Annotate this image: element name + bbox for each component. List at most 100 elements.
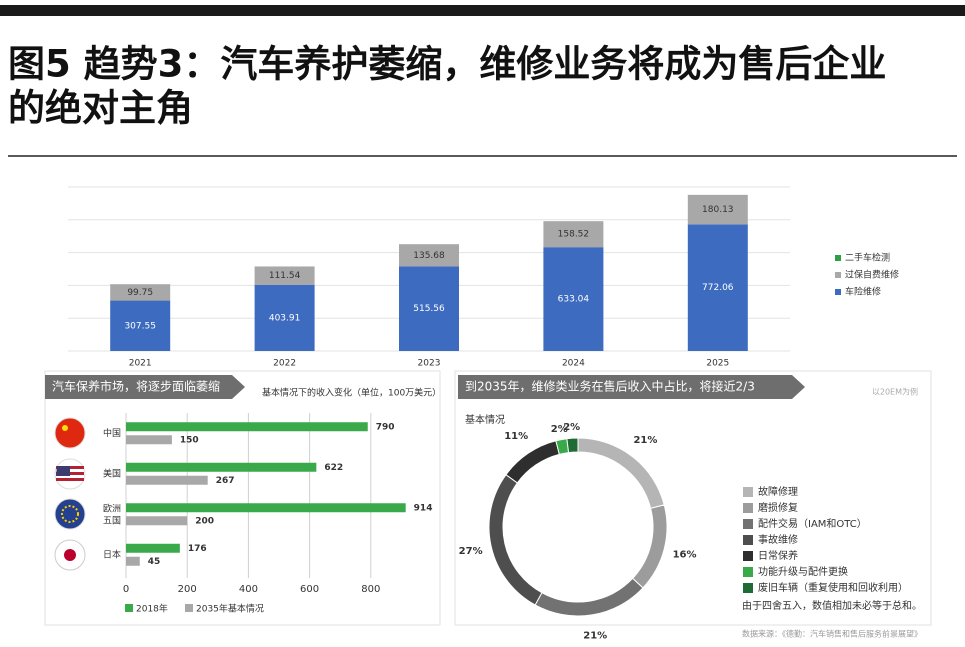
legend-label: 2035年基本情况 (196, 603, 264, 615)
panel-title: 汽车保养市场，将逐步面临萎缩 (52, 379, 220, 394)
panel (454, 370, 932, 626)
value-label: 403.91 (269, 313, 301, 323)
bar-segment (110, 300, 171, 351)
legend-label: 过保自费维修 (845, 269, 899, 281)
legend-swatch (743, 519, 753, 529)
corner-note: 以20EM为例 (872, 387, 918, 397)
legend-swatch (185, 604, 193, 612)
bar-segment (399, 244, 459, 267)
bar (126, 556, 140, 566)
bar-segment (543, 247, 604, 351)
value-label: 180.13 (702, 205, 734, 215)
legend-label: 磨损修复 (758, 501, 798, 514)
bar-segment (687, 224, 748, 351)
category-label: 美国 (103, 467, 121, 479)
flag (54, 498, 86, 530)
value-label: 21% (633, 435, 657, 446)
legend-label: 2018年 (136, 603, 168, 615)
legend-swatch (743, 583, 753, 593)
source: 数据来源：《德勤：汽车销售和售后服务前景展望》 (742, 629, 922, 639)
x-tick-label: 400 (239, 584, 258, 595)
bar-segment (543, 221, 604, 248)
bar-segment (254, 266, 315, 285)
value-label: 200 (195, 516, 214, 526)
bar (126, 435, 172, 445)
bar (126, 422, 368, 432)
value-label: 135.68 (413, 251, 445, 261)
category-label: 中国 (103, 427, 121, 439)
legend-label: 故障修理 (758, 485, 798, 498)
panel-title: 到2035年，维修类业务在售后收入中占比，将接近2/3 (465, 379, 755, 394)
value-label: 2% (551, 424, 568, 435)
legend-swatch (835, 272, 841, 278)
value-label: 633.04 (558, 295, 590, 305)
value-label: 2% (563, 422, 580, 433)
flag (54, 417, 86, 449)
flag (54, 539, 86, 571)
value-label: 914 (414, 503, 433, 513)
title-line: 图5 趋势3：汽车养护萎缩，维修业务将成为售后企业 (8, 43, 886, 86)
panel-header (45, 375, 245, 399)
legend-swatch (743, 535, 753, 545)
x-tick-label: 2023 (418, 359, 441, 369)
donut-segment (566, 437, 579, 454)
value-label: 21% (583, 631, 607, 642)
x-tick-label: 2025 (706, 359, 729, 369)
bar (126, 503, 406, 513)
legend-swatch (743, 503, 753, 513)
x-tick-label: 0 (123, 584, 129, 595)
x-tick-label: 2021 (129, 359, 152, 369)
legend-label: 二手车检测 (845, 252, 890, 264)
title-line: 的绝对主角 (8, 87, 193, 130)
legend-label: 车险维修 (845, 286, 881, 298)
value-label: 11% (504, 431, 528, 442)
legend-swatch (743, 487, 753, 497)
value-label: 27% (459, 546, 483, 557)
flag (54, 458, 86, 490)
x-tick-label: 600 (300, 584, 319, 595)
panel-header (458, 375, 805, 399)
value-label: 622 (324, 463, 343, 473)
legend-label: 事故维修 (758, 533, 798, 546)
category-label: 日本 (103, 548, 121, 560)
legend-label: 日常保养 (758, 549, 798, 562)
note: 由于四舍五入，数值相加未必等于总和。 (742, 599, 922, 612)
x-tick-label: 2024 (562, 359, 585, 369)
value-label: 267 (216, 476, 235, 486)
value-label: 772.06 (702, 283, 734, 293)
legend-swatch (835, 255, 841, 261)
bar-segment (110, 284, 171, 301)
value-label: 150 (180, 435, 199, 445)
value-label: 99.75 (127, 288, 153, 298)
panel-subtitle: 基本情况下的收入变化（单位，100万美元） (262, 387, 441, 399)
legend-label: 配件交易（IAM和OTC） (758, 517, 867, 530)
bar (126, 475, 208, 485)
bar-segment (687, 194, 748, 225)
value-label: 16% (673, 549, 697, 560)
panel (44, 370, 441, 626)
value-label: 176 (188, 544, 207, 554)
bar-segment (399, 266, 459, 351)
legend-swatch (743, 567, 753, 577)
legend-swatch (125, 604, 133, 612)
value-label: 790 (376, 422, 395, 432)
value-label: 307.55 (124, 321, 156, 331)
category-label: 欧洲五国 (103, 502, 121, 526)
top-bar (0, 5, 965, 16)
legend-label: 废旧车辆（重复使用和回收利用） (758, 581, 908, 594)
x-tick-label: 200 (178, 584, 197, 595)
x-tick-label: 800 (361, 584, 380, 595)
legend-swatch (743, 551, 753, 561)
panel-subtitle: 基本情况 (465, 413, 505, 426)
x-tick-label: 2022 (273, 359, 296, 369)
bar (126, 462, 317, 472)
legend-swatch (835, 289, 841, 295)
bar (126, 543, 180, 553)
legend-label: 功能升级与配件更换 (758, 565, 848, 578)
value-label: 45 (148, 557, 161, 567)
value-label: 158.52 (558, 230, 590, 240)
value-label: 515.56 (413, 304, 445, 314)
bar-segment (254, 284, 315, 351)
bar (126, 516, 188, 526)
